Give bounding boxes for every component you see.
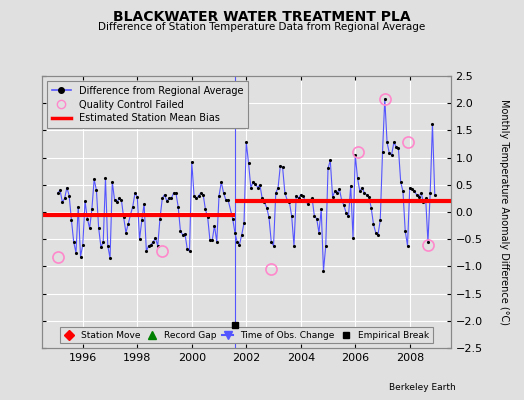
Legend: Station Move, Record Gap, Time of Obs. Change, Empirical Break: Station Move, Record Gap, Time of Obs. C…: [60, 327, 433, 344]
Text: Berkeley Earth: Berkeley Earth: [389, 383, 456, 392]
Text: BLACKWATER WATER TREATMENT PLA: BLACKWATER WATER TREATMENT PLA: [113, 10, 411, 24]
Text: Difference of Station Temperature Data from Regional Average: Difference of Station Temperature Data f…: [99, 22, 425, 32]
Y-axis label: Monthly Temperature Anomaly Difference (°C): Monthly Temperature Anomaly Difference (…: [499, 99, 509, 325]
